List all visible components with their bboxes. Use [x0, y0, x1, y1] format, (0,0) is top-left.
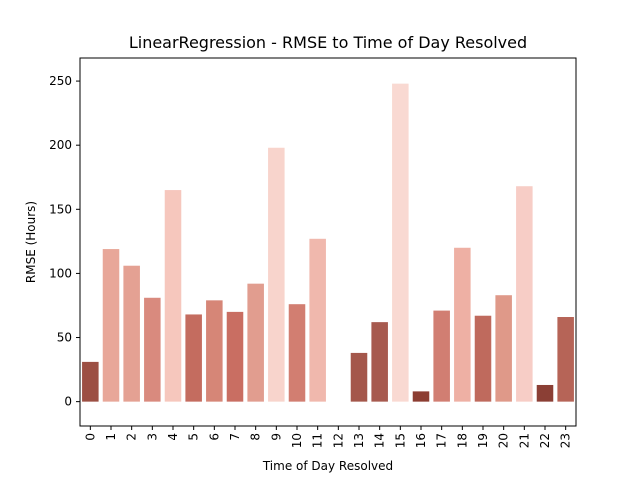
x-tick-label: 3 — [145, 433, 159, 441]
x-tick-label: 8 — [249, 433, 263, 441]
y-tick-label: 200 — [49, 138, 72, 152]
bar-9 — [268, 147, 285, 402]
bar-3 — [144, 297, 161, 402]
x-tick-label: 22 — [538, 433, 552, 448]
x-tick-label: 2 — [125, 433, 139, 441]
x-tick-label: 5 — [187, 433, 201, 441]
bar-11 — [309, 238, 326, 402]
x-tick-label: 9 — [269, 433, 283, 441]
bar-16 — [412, 391, 430, 402]
y-tick-label: 250 — [49, 74, 72, 88]
bar-23 — [557, 317, 574, 402]
x-tick-label: 4 — [166, 433, 180, 441]
x-tick-label: 19 — [476, 433, 490, 448]
y-axis-label: RMSE (Hours) — [24, 201, 38, 283]
bar-8 — [247, 283, 264, 402]
bar-10 — [288, 304, 306, 402]
x-tick-label: 18 — [455, 433, 469, 448]
x-tick-label: 17 — [435, 433, 449, 448]
x-tick-label: 23 — [559, 433, 573, 448]
y-tick-label: 100 — [49, 266, 72, 280]
bar-4 — [164, 190, 182, 402]
x-tick-label: 14 — [373, 433, 387, 448]
y-tick-label: 0 — [64, 395, 72, 409]
x-tick-label: 6 — [207, 433, 221, 441]
bar-18 — [454, 247, 471, 402]
bar-13 — [350, 352, 368, 402]
x-tick-label: 20 — [497, 433, 511, 448]
y-axis: 0 50 100 150 200 250 — [49, 74, 80, 409]
bar-0 — [82, 361, 99, 402]
bar-1 — [102, 249, 120, 402]
x-tick-label: 7 — [228, 433, 242, 441]
y-tick-label: 50 — [57, 331, 72, 345]
bar-14 — [371, 322, 388, 402]
x-axis-label: Time of Day Resolved — [262, 459, 393, 473]
bars-group — [82, 83, 574, 402]
x-tick-label: 10 — [290, 433, 304, 448]
plot-frame — [79, 57, 577, 427]
x-tick-label: 12 — [331, 433, 345, 448]
x-tick-label: 15 — [393, 433, 407, 448]
bar-2 — [123, 265, 140, 402]
bar-20 — [495, 295, 512, 402]
x-tick-label: 16 — [414, 433, 428, 448]
x-tick-label: 13 — [352, 433, 366, 448]
bar-21 — [516, 186, 533, 402]
bar-17 — [433, 310, 450, 402]
bar-22 — [536, 384, 554, 402]
x-tick-label: 0 — [83, 433, 97, 441]
bar-5 — [185, 314, 202, 402]
x-tick-label: 1 — [104, 433, 118, 441]
chart-title: LinearRegression - RMSE to Time of Day R… — [129, 33, 527, 52]
bar-15 — [392, 83, 409, 402]
x-tick-label: 21 — [517, 433, 531, 448]
bar-6 — [206, 300, 223, 402]
x-tick-label: 11 — [311, 433, 325, 448]
bar-19 — [474, 315, 492, 402]
x-axis: 0 1 2 3 4 5 6 7 8 9 10 11 12 13 14 15 16 17 18 19 20 21 22 23 — [83, 426, 573, 448]
y-tick-label: 150 — [49, 202, 72, 216]
bar-7 — [226, 311, 244, 402]
